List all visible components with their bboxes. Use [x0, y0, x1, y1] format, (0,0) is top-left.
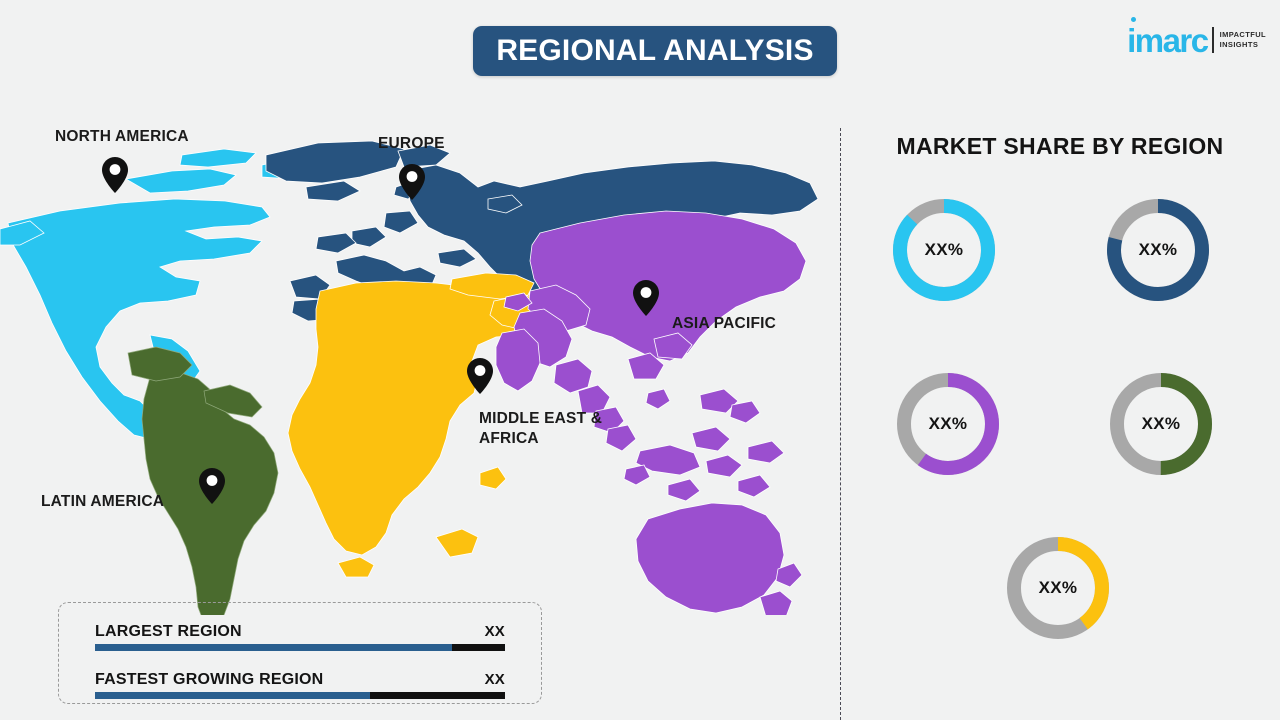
logo-wordmark-text: imarc — [1127, 21, 1209, 59]
map-pin-europe-icon[interactable] — [399, 164, 425, 200]
map-label-asia-pacific: ASIA PACIFIC — [672, 315, 777, 332]
donut-value-label: XX% — [1038, 578, 1078, 597]
map-pin-asia-pacific-icon[interactable] — [633, 280, 659, 316]
region-summary-box: XX LARGEST REGION XX FASTEST GROWING REG… — [58, 602, 542, 704]
map-pin-north-america-icon[interactable] — [102, 157, 128, 193]
map-label-middle-east-africa: MIDDLE EAST & AFRICA — [479, 410, 603, 448]
page-title-banner: REGIONAL ANALYSIS — [473, 26, 837, 76]
donut-ring — [893, 199, 995, 301]
donut-value-label: XX% — [924, 240, 964, 259]
donut-ring — [1110, 373, 1212, 475]
donut-chart-middle-east-africa: XX% — [1000, 530, 1116, 646]
donut-ring — [897, 373, 999, 475]
logo-tagline: IMPACTFUL INSIGHTS — [1220, 30, 1266, 50]
fastest-growing-region-value: XX — [484, 671, 505, 688]
map-pin-latin-america-icon[interactable] — [199, 468, 225, 504]
map-pin-middle-east-africa-icon[interactable] — [467, 358, 493, 394]
largest-region-label: LARGEST REGION — [95, 623, 242, 640]
map-label-latin-america: LATIN AMERICA — [41, 493, 165, 510]
logo-tagline-line2: INSIGHTS — [1219, 40, 1259, 49]
largest-region-bar-track — [95, 644, 505, 651]
largest-region-bar-fill — [95, 644, 452, 651]
map-label-north-america: NORTH AMERICA — [55, 128, 189, 145]
donut-value-label: XX% — [1141, 414, 1181, 433]
panel-divider — [840, 128, 841, 720]
logo-dot-icon — [1131, 16, 1137, 22]
logo-tagline-line1: IMPACTFUL — [1219, 29, 1266, 39]
fastest-growing-region-bar-track — [95, 692, 505, 699]
fastest-growing-region-bar-fill — [95, 692, 370, 699]
largest-region-value: XX — [484, 623, 505, 640]
donut-value-label: XX% — [928, 414, 968, 433]
donut-ring — [1007, 537, 1109, 639]
donut-ring — [1107, 199, 1209, 301]
donut-value-label: XX% — [1138, 240, 1178, 259]
donut-chart-north-america: XX% — [886, 192, 1002, 308]
region-asia-pacific — [495, 210, 807, 615]
donut-chart-asia-pacific: XX% — [890, 366, 1006, 482]
legend-row-largest-region: XX LARGEST REGION — [95, 623, 505, 651]
donut-chart-europe: XX% — [1100, 192, 1216, 308]
market-share-title: MARKET SHARE BY REGION — [896, 133, 1224, 159]
map-label-europe: EUROPE — [378, 135, 445, 152]
imarc-logo: imarc IMPACTFUL INSIGHTS — [1127, 16, 1266, 60]
world-map-panel: NORTH AMERICA EUROPE ASIA PACIFIC MIDDLE… — [0, 95, 820, 615]
page-title: REGIONAL ANALYSIS — [496, 34, 814, 67]
logo-divider — [1211, 27, 1214, 53]
donut-chart-latin-america: XX% — [1103, 366, 1219, 482]
logo-wordmark: imarc — [1127, 16, 1209, 59]
legend-row-fastest-growing-region: XX FASTEST GROWING REGION — [95, 671, 505, 699]
fastest-growing-region-label: FASTEST GROWING REGION — [95, 671, 324, 688]
